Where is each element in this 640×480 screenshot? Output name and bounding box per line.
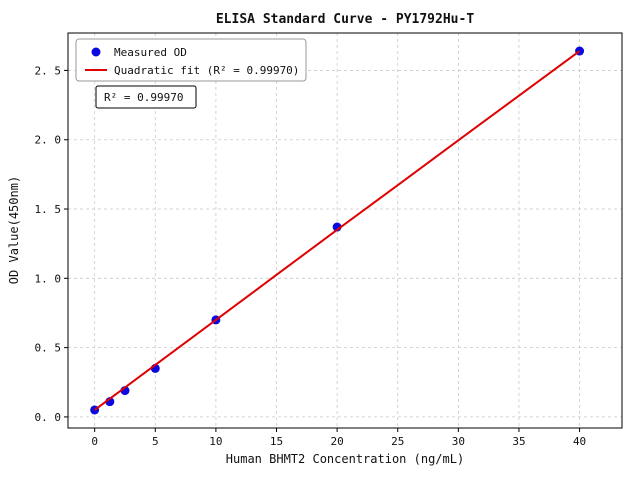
x-tick-label: 15 xyxy=(270,435,283,448)
r-squared-annotation: R² = 0.99970 xyxy=(95,85,197,109)
legend-label-measured: Measured OD xyxy=(114,46,187,59)
x-tick-label: 30 xyxy=(452,435,465,448)
y-tick-label: 2. 0 xyxy=(35,134,62,147)
x-tick-label: 20 xyxy=(330,435,343,448)
x-tick-label: 25 xyxy=(391,435,404,448)
x-axis-label: Human BHMT2 Concentration (ng/mL) xyxy=(226,452,464,466)
x-tick-label: 0 xyxy=(91,435,98,448)
chart-title: ELISA Standard Curve - PY1792Hu-T xyxy=(216,12,474,27)
legend-box xyxy=(75,38,307,82)
quadratic-fit-line xyxy=(94,50,581,411)
axes-frame-and-ticks: 0 5 10 15 20 25 30 35 40 0. 0 0. 5 1. 0 1. 5 2. 0 2. 5 xyxy=(35,32,623,448)
y-tick-label: 0. 5 xyxy=(35,342,62,355)
r-squared-text: R² = 0.99970 xyxy=(104,91,183,104)
y-tick-label: 1. 5 xyxy=(35,203,62,216)
legend-label-fit: Quadratic fit (R² = 0.99970) xyxy=(114,64,299,77)
y-tick-label: 0. 0 xyxy=(35,411,62,424)
x-tick-label: 10 xyxy=(209,435,222,448)
legend-scatter-marker xyxy=(91,47,101,57)
y-tick-label: 2. 5 xyxy=(35,64,62,77)
x-tick-label: 40 xyxy=(573,435,586,448)
r-squared-box xyxy=(95,85,197,109)
data-series xyxy=(90,46,585,415)
x-tick-label: 5 xyxy=(152,435,159,448)
y-tick-label: 1. 0 xyxy=(35,272,62,285)
plot-border xyxy=(67,32,623,429)
x-tick-label: 35 xyxy=(512,435,525,448)
y-axis-label: OD Value(450nm) xyxy=(7,176,21,284)
legend: Measured OD Quadratic fit (R² = 0.99970) xyxy=(75,38,307,82)
